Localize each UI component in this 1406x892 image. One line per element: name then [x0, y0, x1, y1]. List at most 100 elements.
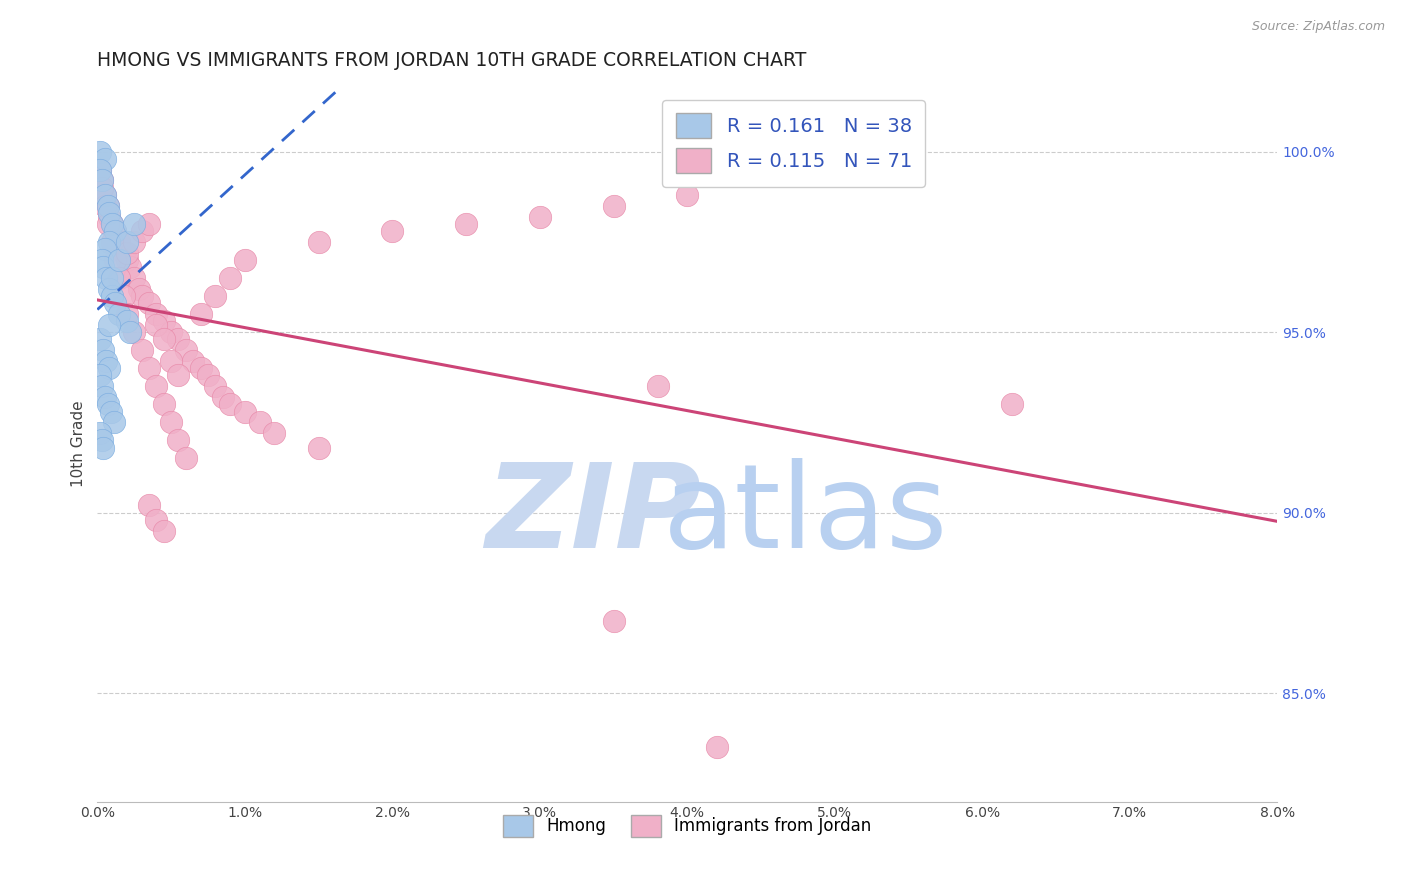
Point: [152, 397, 174, 411]
Point: [152, 332, 174, 346]
Point: [308, 235, 330, 249]
Point: [93, 152, 115, 166]
Point: [219, 271, 242, 285]
Point: [233, 404, 256, 418]
Point: [101, 217, 124, 231]
Point: [233, 252, 256, 267]
Point: [115, 245, 138, 260]
Point: [381, 224, 404, 238]
Point: [90, 173, 112, 187]
Point: [100, 404, 122, 418]
Point: [98, 318, 121, 332]
Point: [104, 296, 127, 310]
Point: [122, 271, 145, 285]
Point: [190, 307, 212, 321]
Point: [98, 361, 121, 376]
Point: [93, 187, 115, 202]
Point: [108, 307, 131, 321]
Point: [101, 289, 124, 303]
Point: [98, 282, 121, 296]
Point: [122, 235, 145, 249]
Point: [89, 162, 111, 177]
Point: [131, 224, 153, 238]
Point: [706, 740, 728, 755]
Point: [118, 325, 141, 339]
Point: [118, 260, 141, 274]
Point: [197, 368, 219, 383]
Point: [676, 187, 699, 202]
Point: [101, 217, 124, 231]
Point: [131, 343, 153, 358]
Point: [91, 260, 114, 274]
Point: [103, 416, 125, 430]
Point: [167, 434, 190, 448]
Point: [167, 332, 190, 346]
Point: [602, 199, 624, 213]
Point: [145, 318, 167, 332]
Point: [529, 210, 551, 224]
Point: [204, 289, 226, 303]
Point: [115, 235, 138, 249]
Point: [160, 354, 183, 368]
Point: [96, 271, 118, 285]
Point: [96, 354, 118, 368]
Point: [131, 289, 153, 303]
Point: [104, 224, 127, 238]
Point: [115, 314, 138, 328]
Point: [90, 434, 112, 448]
Point: [249, 416, 271, 430]
Point: [101, 235, 124, 249]
Point: [145, 379, 167, 393]
Point: [89, 426, 111, 441]
Point: [115, 252, 138, 267]
Point: [190, 361, 212, 376]
Point: [219, 397, 242, 411]
Point: [211, 390, 233, 404]
Point: [93, 390, 115, 404]
Legend: Hmong, Immigrants from Jordan: Hmong, Immigrants from Jordan: [496, 808, 879, 843]
Text: Source: ZipAtlas.com: Source: ZipAtlas.com: [1251, 20, 1385, 33]
Point: [204, 379, 226, 393]
Point: [93, 187, 115, 202]
Point: [90, 180, 112, 194]
Point: [145, 307, 167, 321]
Point: [101, 271, 124, 285]
Point: [138, 296, 160, 310]
Point: [98, 235, 121, 249]
Point: [128, 282, 150, 296]
Point: [104, 252, 127, 267]
Point: [167, 368, 190, 383]
Point: [97, 199, 120, 213]
Text: atlas: atlas: [662, 458, 948, 573]
Point: [91, 343, 114, 358]
Point: [145, 513, 167, 527]
Point: [93, 242, 115, 256]
Point: [122, 325, 145, 339]
Point: [90, 173, 112, 187]
Point: [97, 217, 120, 231]
Point: [89, 162, 111, 177]
Point: [89, 332, 111, 346]
Point: [97, 199, 120, 213]
Point: [93, 199, 115, 213]
Point: [104, 224, 127, 238]
Point: [138, 361, 160, 376]
Point: [108, 252, 131, 267]
Point: [108, 271, 131, 285]
Point: [91, 441, 114, 455]
Point: [115, 307, 138, 321]
Text: ZIP: ZIP: [485, 458, 702, 573]
Point: [181, 354, 204, 368]
Point: [112, 289, 135, 303]
Y-axis label: 10th Grade: 10th Grade: [72, 401, 86, 487]
Point: [89, 145, 111, 159]
Point: [160, 416, 183, 430]
Point: [89, 368, 111, 383]
Point: [174, 343, 197, 358]
Point: [308, 441, 330, 455]
Text: HMONG VS IMMIGRANTS FROM JORDAN 10TH GRADE CORRELATION CHART: HMONG VS IMMIGRANTS FROM JORDAN 10TH GRA…: [97, 51, 807, 70]
Point: [122, 217, 145, 231]
Point: [1001, 397, 1024, 411]
Point: [112, 245, 135, 260]
Point: [160, 325, 183, 339]
